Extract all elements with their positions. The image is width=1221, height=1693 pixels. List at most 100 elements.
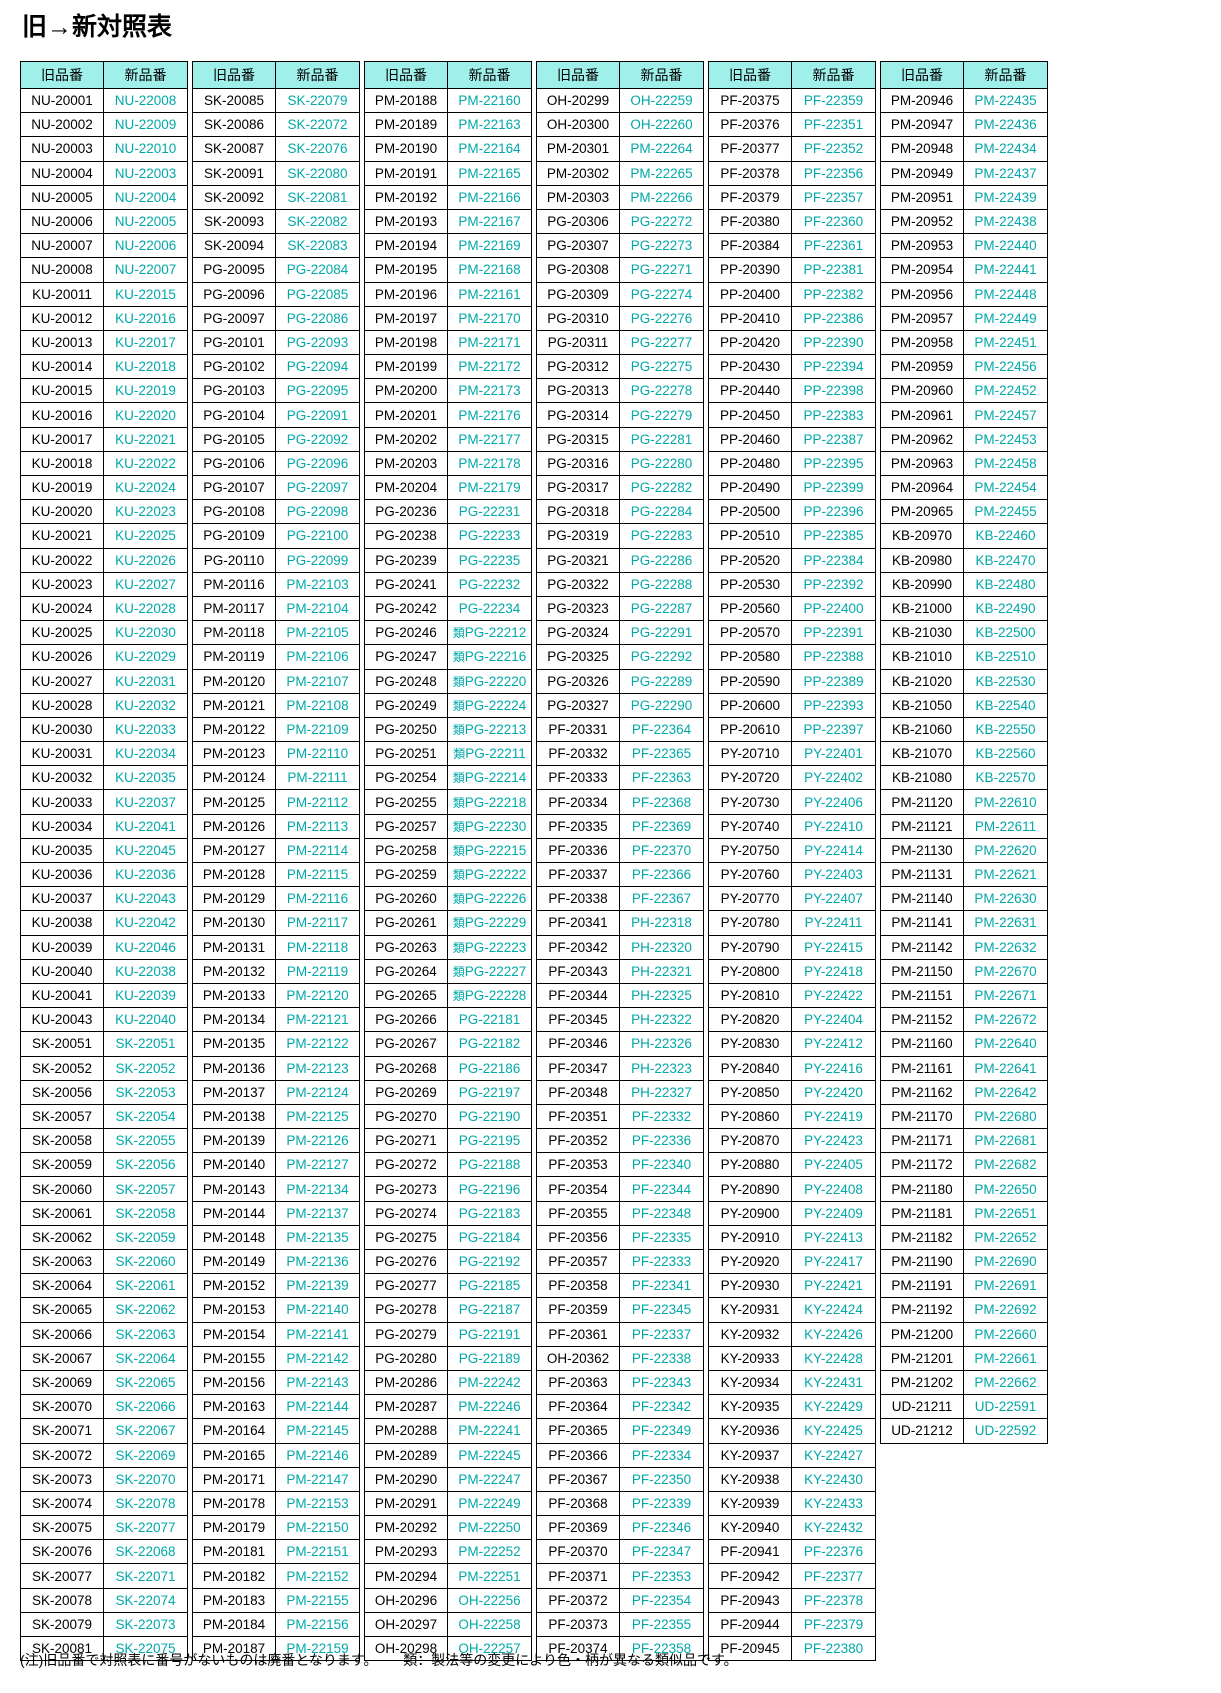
new-part-number-cell: 類PG-22216 <box>447 644 532 670</box>
new-part-number-cell: PF-22340 <box>619 1152 704 1178</box>
table-row: PM-20182 PM-22152 <box>192 1563 360 1589</box>
old-part-number-cell: PM-20119 <box>192 644 276 670</box>
table-row: PM-20963 PM-22458 <box>880 450 1048 477</box>
table-row: SK-20059 SK-22056 <box>20 1152 188 1178</box>
table-row: PG-20271 PG-22195 <box>364 1128 532 1154</box>
new-part-number-cell: PF-22332 <box>619 1103 704 1130</box>
xref-column-block: 旧品番 新品番 PF-20375 PF-22359 PF-20376 PF-22351 PF… <box>708 61 876 1662</box>
new-part-number-cell: PM-22112 <box>275 789 360 815</box>
new-part-number-cell: KB-22510 <box>963 644 1048 670</box>
new-part-number-cell: PG-22191 <box>447 1321 532 1347</box>
old-part-number-cell: PF-20343 <box>536 958 620 984</box>
old-part-number-cell: PG-20104 <box>192 402 276 428</box>
table-row: PF-20369 PF-22346 <box>536 1515 704 1541</box>
new-part-number-cell: PY-22413 <box>791 1224 876 1251</box>
old-part-number-cell: KU-20014 <box>20 354 104 380</box>
new-part-number-cell: PY-22420 <box>791 1079 876 1105</box>
old-part-number-cell: NU-20006 <box>20 208 104 235</box>
old-part-number-cell: PF-20337 <box>536 861 620 888</box>
table-row: PM-20183 PM-22155 <box>192 1587 360 1613</box>
new-part-number-cell: PP-22386 <box>791 305 876 331</box>
new-part-number-cell: PG-22099 <box>275 547 360 573</box>
new-part-number-cell: PG-22189 <box>447 1345 532 1371</box>
table-row: PG-20106 PG-22096 <box>192 450 360 477</box>
new-part-number-cell: PM-22165 <box>447 160 532 186</box>
old-part-number-cell: PF-20346 <box>536 1031 620 1057</box>
table-row: PM-20289 PM-22245 <box>364 1442 532 1468</box>
old-part-number-cell: PM-21162 <box>880 1079 964 1105</box>
new-part-number-cell: PF-22380 <box>791 1635 876 1662</box>
old-part-number-cell: PP-20600 <box>708 692 792 718</box>
old-part-number-cell: SK-20073 <box>20 1466 104 1492</box>
old-part-number-cell: PF-20375 <box>708 87 792 114</box>
old-part-number-cell: OH-20300 <box>536 112 620 138</box>
new-part-number-cell: PG-22278 <box>619 378 704 404</box>
new-part-number-cell: PY-22422 <box>791 982 876 1009</box>
new-part-number-cell: PG-22233 <box>447 523 532 549</box>
new-part-number-cell: PP-22398 <box>791 378 876 404</box>
old-part-number-cell: PM-20125 <box>192 789 276 815</box>
new-part-number-cell: PM-22641 <box>963 1055 1048 1081</box>
old-part-number-cell: PG-20255 <box>364 789 448 815</box>
old-part-number-cell: PF-20380 <box>708 208 792 235</box>
old-part-number-cell: KU-20031 <box>20 741 104 767</box>
old-part-number-cell: PP-20580 <box>708 644 792 670</box>
new-part-number-cell: KU-22031 <box>103 668 188 694</box>
table-row: PM-20952 PM-22438 <box>880 208 1048 235</box>
table-row: PM-20133 PM-22120 <box>192 982 360 1009</box>
old-part-number-cell: PG-20306 <box>536 208 620 235</box>
new-part-number-cell: KU-22042 <box>103 910 188 936</box>
table-row: PM-20148 PM-22135 <box>192 1224 360 1251</box>
new-part-number-cell: PF-22350 <box>619 1466 704 1492</box>
old-part-number-cell: PY-20820 <box>708 1007 792 1033</box>
table-row: PG-20264 類PG-22227 <box>364 958 532 984</box>
old-part-number-cell: NU-20005 <box>20 184 104 210</box>
old-part-number-cell: KU-20018 <box>20 450 104 477</box>
old-part-number-cell: SK-20074 <box>20 1490 104 1517</box>
old-part-number-cell: KB-20990 <box>880 571 964 597</box>
table-row: PM-21182 PM-22652 <box>880 1224 1048 1251</box>
table-row: PM-21180 PM-22650 <box>880 1176 1048 1202</box>
new-part-number-cell: PY-22408 <box>791 1176 876 1202</box>
new-part-number-cell: KU-22035 <box>103 765 188 791</box>
old-part-number-cell: PY-20850 <box>708 1079 792 1105</box>
new-part-number-cell: PM-22142 <box>275 1345 360 1371</box>
old-part-number-cell: SK-20075 <box>20 1515 104 1541</box>
table-row: KU-20043 KU-22040 <box>20 1007 188 1033</box>
old-part-number-cell: KU-20026 <box>20 644 104 670</box>
similar-product-marker: 類 <box>452 964 465 979</box>
new-part-number-cell: PM-22651 <box>963 1200 1048 1226</box>
old-part-number-cell: PG-20109 <box>192 523 276 549</box>
table-row: PM-20958 PM-22451 <box>880 329 1048 356</box>
new-part-number-cell: PP-22400 <box>791 595 876 622</box>
table-row: PM-20184 PM-22156 <box>192 1611 360 1638</box>
new-part-number-cell: PP-22395 <box>791 450 876 477</box>
old-part-number-cell: PM-20292 <box>364 1515 448 1541</box>
new-part-number-cell: PF-22348 <box>619 1200 704 1226</box>
new-part-number-cell: NU-22004 <box>103 184 188 210</box>
table-row: PG-20274 PG-22183 <box>364 1200 532 1226</box>
new-part-number-cell: PM-22156 <box>275 1611 360 1638</box>
new-part-number-cell: PH-22318 <box>619 910 704 936</box>
table-row: PM-20946 PM-22435 <box>880 87 1048 114</box>
old-part-number-cell: PG-20260 <box>364 886 448 912</box>
table-row: KU-20026 KU-22029 <box>20 644 188 670</box>
old-part-number-cell: SK-20081 <box>20 1635 104 1662</box>
new-part-number-cell: PP-22394 <box>791 354 876 380</box>
table-row: PG-20265 類PG-22228 <box>364 982 532 1009</box>
table-row: PM-20135 PM-22122 <box>192 1031 360 1057</box>
new-part-number-cell: PM-22139 <box>275 1273 360 1299</box>
old-part-number-cell: PM-20948 <box>880 136 964 162</box>
table-row: PG-20311 PG-22277 <box>536 329 704 356</box>
old-part-number-cell: UD-21211 <box>880 1394 964 1420</box>
column-header-old-part: 旧品番 <box>708 61 792 89</box>
new-part-number-cell: PF-22336 <box>619 1128 704 1154</box>
table-row: PF-20353 PF-22340 <box>536 1152 704 1178</box>
new-part-number-cell: SK-22083 <box>275 233 360 259</box>
new-part-number-cell: PY-22414 <box>791 837 876 864</box>
old-part-number-cell: PF-20361 <box>536 1321 620 1347</box>
page-title: 旧→新対照表 <box>22 13 173 41</box>
old-part-number-cell: PM-20138 <box>192 1103 276 1130</box>
table-row: NU-20001 NU-22008 <box>20 87 188 114</box>
old-part-number-cell: NU-20008 <box>20 257 104 283</box>
